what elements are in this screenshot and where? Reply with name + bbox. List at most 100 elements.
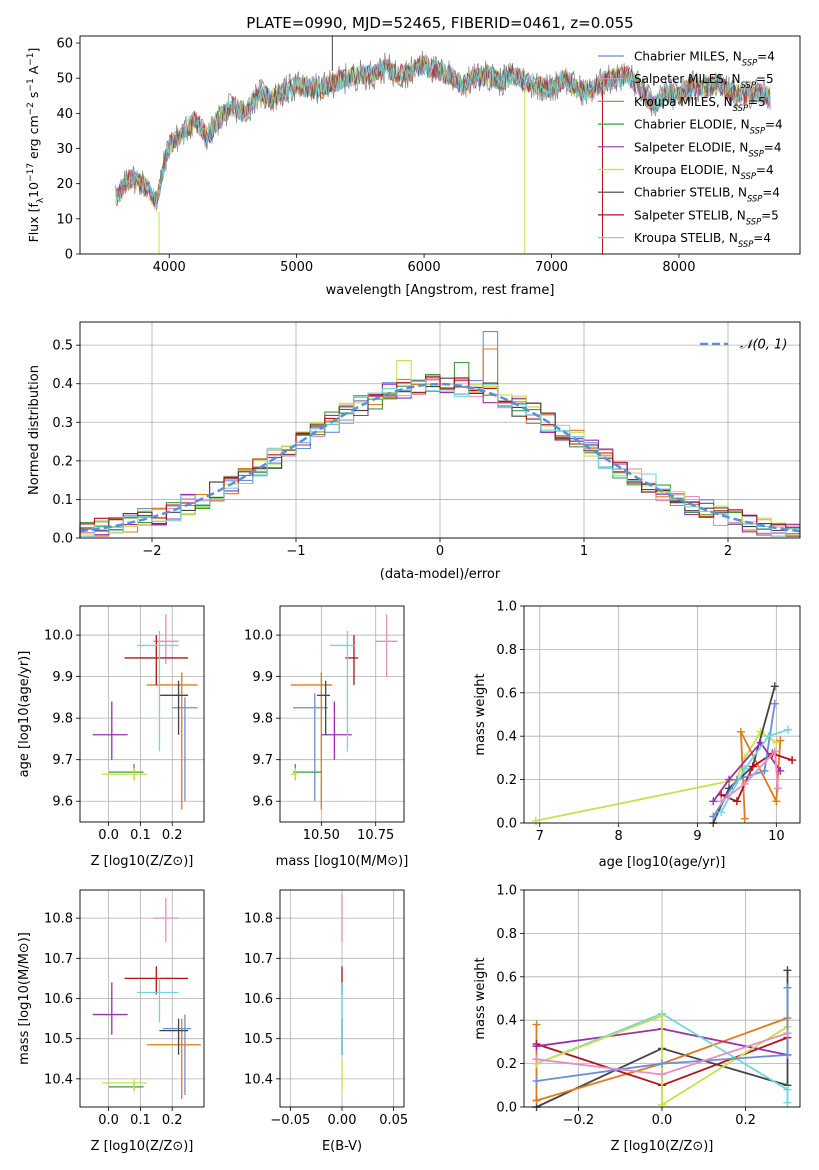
residuals-legend: 𝒩(0, 1): [700, 338, 787, 353]
mass_vs_Z-axes: [80, 890, 204, 1107]
weight-marker-kroupa-elodie: [756, 727, 765, 736]
weight-marker-kroupa-elodie: [531, 816, 540, 825]
y-tick-label: 10.5: [44, 1032, 73, 1047]
spectrum-model-chabrier-stelib: [115, 56, 771, 205]
x-tick-label: 0.1: [130, 1113, 151, 1128]
weight-marker-salpeter-miles: [740, 779, 749, 788]
weight-marker-kroupa-stelib: [740, 764, 749, 773]
y-tick-label: 9.8: [252, 712, 273, 727]
weight_vs_age-series: [531, 682, 797, 827]
x-tick-label: 0.0: [98, 828, 119, 843]
y-tick-label: 10: [56, 212, 73, 227]
age_vs_mass-xlabel: mass [log10(M/M⊙)]: [276, 854, 409, 869]
legend-label-chabrier-miles: Chabrier MILES, NSSP=4: [634, 50, 775, 68]
y-tick-label: 0.4: [496, 1014, 517, 1029]
weight_vs_Z-series: [532, 966, 792, 1111]
spectrum-ylabel: Flux [fλ10−17 erg cm−2 s−1 A−1]: [26, 48, 46, 243]
x-tick-label: 5000: [280, 260, 313, 275]
y-tick-label: 10.8: [44, 912, 73, 927]
legend-label-salpeter-stelib: Salpeter STELIB, NSSP=5: [634, 208, 779, 226]
weight-marker-salpeter-miles: [770, 747, 779, 756]
weight-marker-chabrier-miles: [760, 766, 769, 775]
age_vs_mass-points: [290, 614, 398, 810]
weight-marker-chabrier-miles: [532, 1076, 541, 1085]
weight-marker-kroupa-miles: [776, 736, 785, 745]
y-tick-label: 0.2: [496, 1057, 517, 1072]
age_vs_Z-xlabel: Z [log10(Z/Z⊙)]: [91, 854, 194, 869]
weight_vs_Z-ylabel: mass weight: [473, 957, 488, 1039]
y-tick-label: 0.4: [496, 730, 517, 745]
x-tick-label: −2: [142, 544, 161, 559]
x-tick-label: 0.0: [98, 1113, 119, 1128]
x-tick-label: 0.05: [379, 1113, 408, 1128]
spectrum-legend: Chabrier MILES, NSSP=4 Salpeter MILES, NS…: [598, 50, 783, 249]
mass_vs_Z-ticks: 0.0 0.1 0.2 10.4 10.5 10.6 10.7 10.8: [44, 889, 205, 1128]
histogram-kroupa-stelib: [79, 379, 800, 538]
weight-marker-salpeter-stelib: [748, 762, 757, 771]
x-tick-label: 1: [580, 544, 588, 559]
age_vs_mass-frame: [279, 605, 405, 823]
y-tick-label: 0.6: [496, 686, 517, 701]
mass_vs_Z-ylabel: mass [log10(M/M⊙)]: [17, 932, 32, 1065]
y-tick-label: 10.5: [244, 1032, 273, 1047]
residuals-ticks: −2 −1 0 1 2 0.0 0.1 0.2 0.3 0.4 0.5: [52, 321, 801, 559]
age_vs_Z-ticks: 0.0 0.1 0.2 9.6 9.7 9.8 9.9 10.0: [44, 605, 205, 843]
y-tick-label: 0: [65, 248, 73, 263]
spectrum-title: PLATE=0990, MJD=52465, FIBERID=0461, z=0…: [246, 14, 633, 32]
x-tick-label: 10: [768, 829, 785, 844]
y-tick-label: 0.0: [496, 1101, 517, 1116]
weight_vs_age-ticks: 7 8 9 10 0.0 0.2 0.4 0.6 0.8 1.0: [496, 600, 801, 844]
x-tick-label: 10.75: [357, 828, 394, 843]
age_vs_mass-axes: [280, 606, 404, 822]
y-tick-label: 0.6: [496, 970, 517, 985]
weight-marker-salpeter-elodie: [776, 766, 785, 775]
y-tick-label: 1.0: [496, 884, 517, 899]
y-tick-label: 10.7: [244, 952, 273, 967]
weight-line-kroupa-stelib: [536, 1012, 789, 1103]
weight-marker-kroupa-miles: [532, 1020, 541, 1029]
y-tick-label: 0.4: [52, 377, 73, 392]
spectrum-xlabel: wavelength [Angstrom, rest frame]: [326, 283, 555, 298]
x-tick-label: 8: [614, 829, 622, 844]
age_vs_Z-axes: [80, 606, 204, 822]
weight_vs_age-frame: [523, 605, 801, 824]
y-tick-label: 40: [56, 107, 73, 122]
weight-marker-chabrier-miles: [709, 812, 718, 821]
y-tick-label: 10.0: [44, 629, 73, 644]
weight-marker-salpeter-stelib: [788, 756, 797, 765]
x-tick-label: 8000: [662, 260, 695, 275]
residual-histograms: [79, 331, 801, 538]
y-tick-label: 1.0: [496, 600, 517, 615]
y-tick-label: 30: [56, 142, 73, 157]
x-tick-label: 0.0: [652, 1113, 673, 1128]
y-tick-label: 0.3: [52, 416, 73, 431]
residuals-xlabel: (data-model)/error: [380, 567, 501, 582]
age_vs_Z-frame: [79, 605, 205, 823]
y-tick-label: 9.7: [252, 753, 273, 768]
mass_vs_ebv-ticks: −0.05 0.00 0.05 10.4 10.5 10.6 10.7 10.8: [244, 889, 408, 1128]
weight-marker-kroupa-miles: [740, 814, 749, 823]
weight_vs_age-ylabel: mass weight: [473, 673, 488, 755]
x-tick-label: 6000: [408, 260, 441, 275]
x-tick-label: 4000: [153, 260, 186, 275]
age_vs_Z-points: [92, 614, 198, 810]
legend-label-normal: 𝒩(0, 1): [740, 338, 787, 353]
spectrum-ticks: 4000 5000 6000 7000 8000 0 10 20 30 40 50 60: [56, 35, 801, 275]
weight_vs_age-axes: [524, 605, 800, 824]
weight_vs_Z-xlabel: Z [log10(Z/Z⊙)]: [611, 1139, 714, 1154]
x-tick-label: −0.05: [270, 1113, 310, 1128]
y-tick-label: 0.0: [496, 817, 517, 832]
x-tick-label: 0: [436, 544, 444, 559]
weight-marker-chabrier-stelib: [783, 966, 792, 975]
normal-curve-line: [79, 382, 801, 533]
y-tick-label: 10.0: [244, 629, 273, 644]
weight-marker-salpeter-miles: [658, 1070, 666, 1079]
y-tick-label: 50: [56, 72, 73, 87]
y-tick-label: 0.5: [52, 339, 73, 354]
x-tick-label: −0.2: [563, 1113, 595, 1128]
weight-marker-kroupa-stelib: [783, 1085, 792, 1094]
weight-marker-salpeter-elodie: [725, 775, 734, 784]
mass_vs_Z-points: [92, 898, 201, 1099]
weight-marker-salpeter-miles: [783, 1029, 792, 1038]
